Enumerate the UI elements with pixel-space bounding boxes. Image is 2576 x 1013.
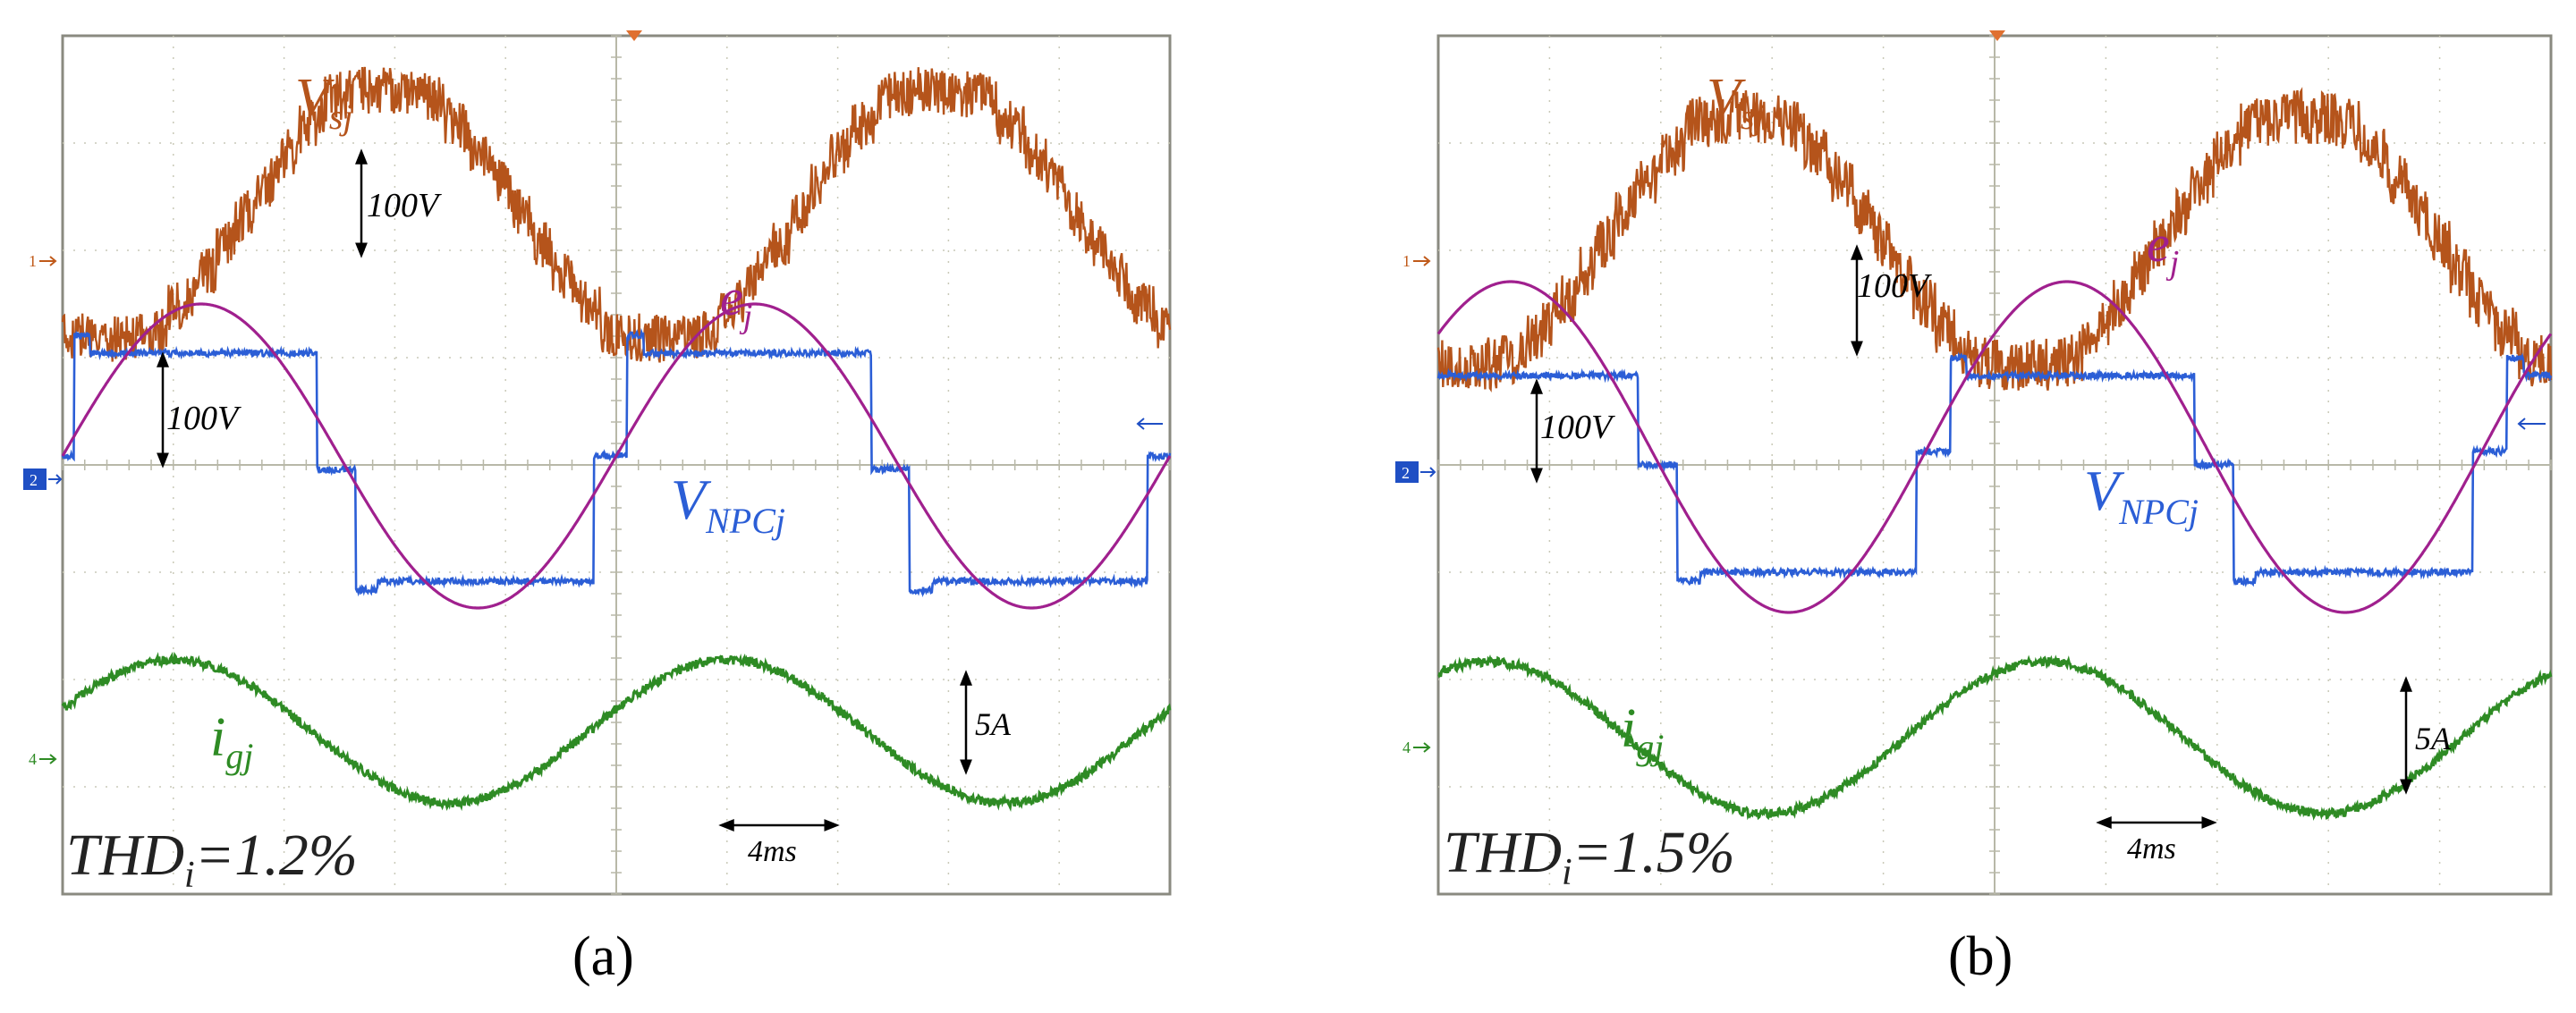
igj-label: igj bbox=[1621, 698, 1664, 767]
vsj-trace bbox=[61, 66, 1172, 363]
vsj-label: Vsj bbox=[295, 68, 353, 137]
channel-2-marker: 2 bbox=[30, 471, 38, 489]
vsj-label: Vsj bbox=[1707, 68, 1765, 137]
vnpc-scale-label: 100V bbox=[166, 400, 242, 437]
panel-a: 1 2 4 Vsj ej VNPCj igj 100V 100V 5A 4ms … bbox=[23, 30, 1172, 987]
vsj-trace bbox=[1436, 87, 2553, 393]
thd-label: THDi=1.5% bbox=[1444, 820, 1735, 893]
ej-trace bbox=[61, 302, 1172, 610]
panel-b: 1 2 4 Vsj ej VNPCj igj 100V 100V 5A 4ms … bbox=[1395, 30, 2553, 987]
igj-trace bbox=[1437, 654, 2553, 822]
channel-1-marker: 1 bbox=[1402, 252, 1411, 270]
igj-label: igj bbox=[210, 707, 253, 776]
vnpc-trace bbox=[1436, 351, 2553, 588]
channel-4-marker: 4 bbox=[29, 750, 37, 768]
channel-2-box bbox=[23, 469, 47, 490]
channel-2-marker: 2 bbox=[1402, 464, 1410, 482]
current-scale-label: 5A bbox=[975, 706, 1012, 742]
channel-1-arrow-icon bbox=[39, 256, 57, 266]
traces bbox=[61, 66, 1172, 813]
channel-4-marker: 4 bbox=[1402, 739, 1411, 756]
thd-label: THDi=1.2% bbox=[66, 823, 358, 896]
channel-1-arrow-icon bbox=[1413, 256, 1431, 266]
current-scale-label: 5A bbox=[2415, 721, 2452, 756]
ej-trace bbox=[1436, 280, 2553, 614]
scope-grid bbox=[62, 35, 1171, 895]
panel-caption: (b) bbox=[1948, 926, 2012, 987]
traces bbox=[1436, 87, 2553, 822]
trigger-position-icon bbox=[626, 30, 642, 41]
channel-4-arrow-icon bbox=[39, 754, 57, 764]
channel-4-arrow-icon bbox=[1413, 742, 1431, 753]
igj-trace bbox=[61, 651, 1172, 813]
ref-level-arrow-icon bbox=[2517, 418, 2546, 430]
panel-caption: (a) bbox=[572, 926, 634, 987]
ej-label: ej bbox=[2147, 215, 2179, 282]
channel-2-box bbox=[1395, 461, 1419, 483]
vnpc-scale-label: 100V bbox=[1540, 409, 1615, 446]
time-scale-label: 4ms bbox=[748, 835, 797, 868]
channel-1-marker: 1 bbox=[29, 252, 37, 270]
ej-label: ej bbox=[720, 268, 752, 335]
channel-2-arrow-icon bbox=[48, 474, 63, 485]
vnpc-label: VNPCj bbox=[671, 468, 785, 541]
vnpc-label: VNPCj bbox=[2084, 459, 2199, 532]
ref-level-arrow-icon bbox=[1136, 418, 1163, 430]
vsj-scale-label: 100V bbox=[1857, 267, 1932, 305]
time-scale-label: 4ms bbox=[2127, 832, 2176, 865]
channel-2-arrow-icon bbox=[1420, 467, 1436, 477]
vsj-scale-label: 100V bbox=[367, 187, 442, 224]
trigger-position-icon bbox=[1989, 30, 2005, 41]
